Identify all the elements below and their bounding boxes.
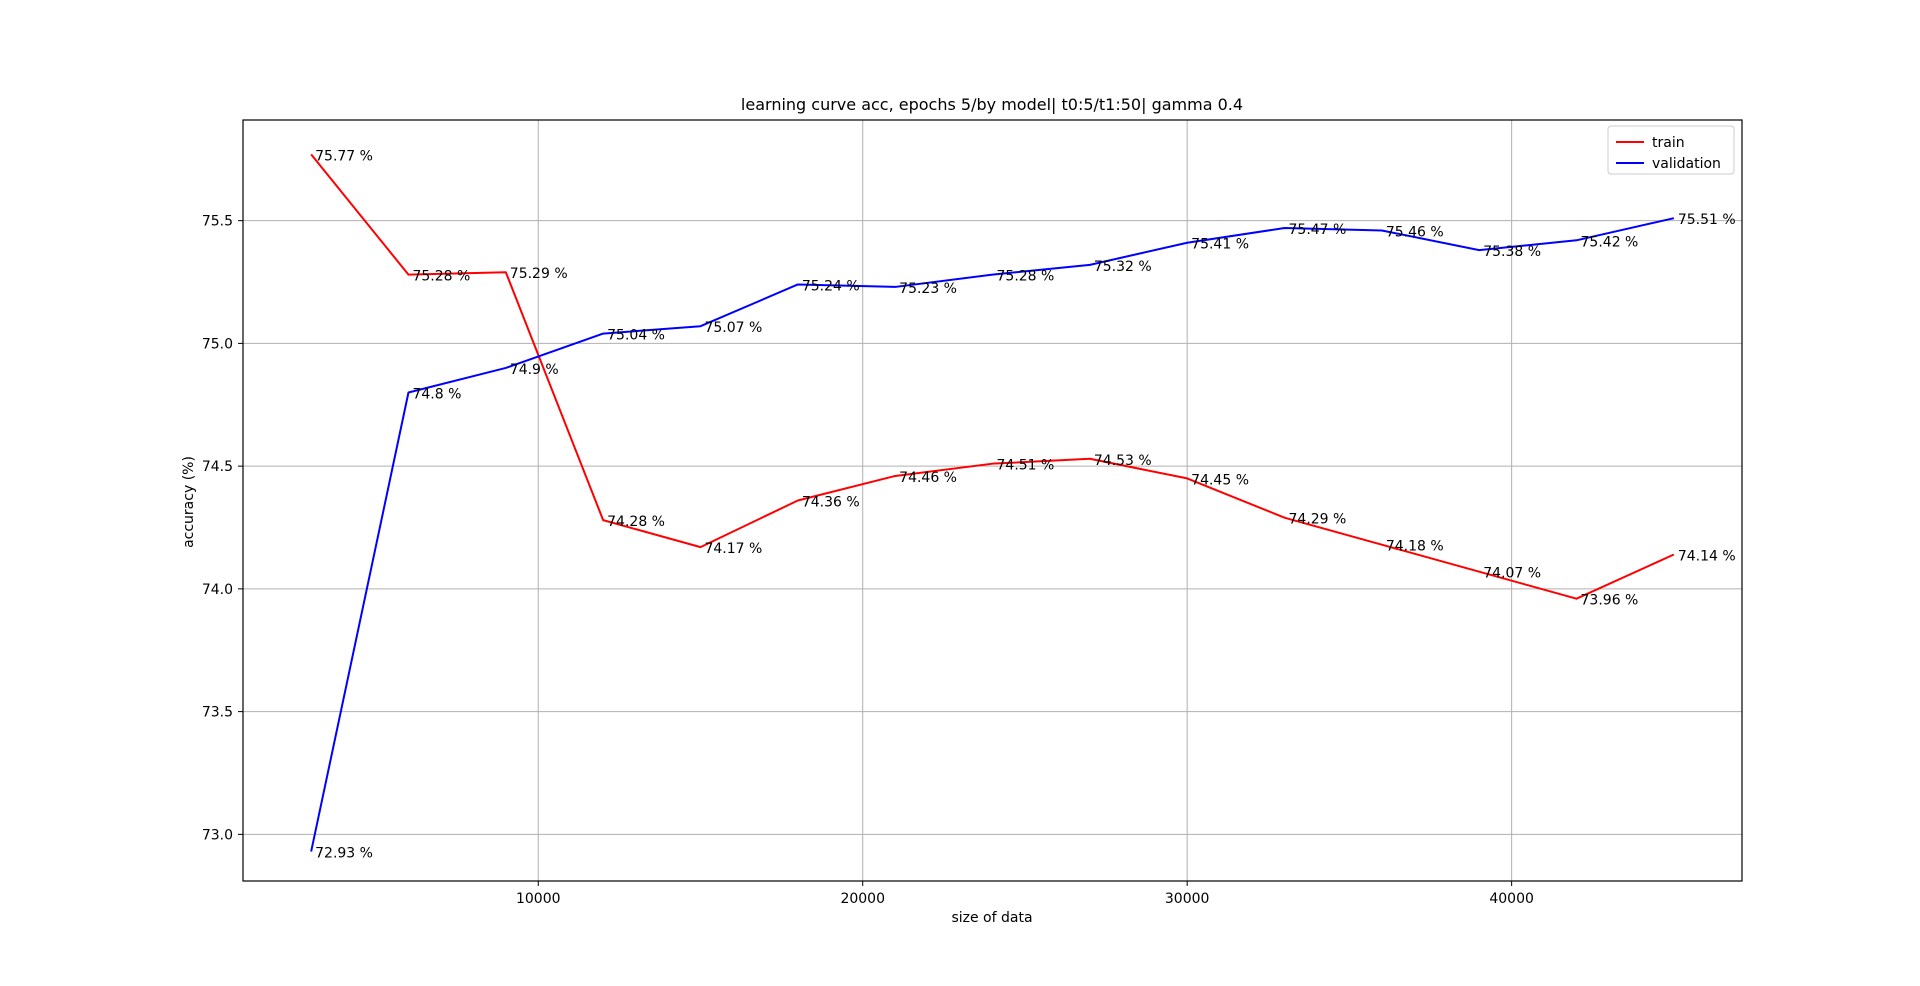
validation-data-label: 75.41 %: [1191, 237, 1249, 253]
grid-layer: [243, 120, 1742, 881]
train-data-label: 74.53 %: [1094, 453, 1152, 469]
validation-data-label: 74.8 %: [412, 386, 461, 402]
train-data-label: 74.45 %: [1191, 472, 1249, 488]
legend: train validation: [1607, 125, 1735, 175]
y-tick-label: 74.5: [202, 459, 233, 475]
x-tick-label: 30000: [1165, 891, 1210, 907]
data-labels-layer: 75.77 % 75.28 % 75.29 % 74.28 % 74.17 % 74.36…: [315, 148, 1736, 861]
train-data-label: 74.17 %: [704, 541, 762, 557]
train-data-label: 75.28 %: [412, 269, 470, 285]
train-data-label: 75.29 %: [510, 266, 568, 282]
train-data-label: 73.96 %: [1581, 593, 1639, 609]
validation-data-label: 75.46 %: [1386, 224, 1444, 240]
train-data-label: 74.14 %: [1678, 549, 1736, 565]
chart-title: learning curve acc, epochs 5/by model| t…: [741, 95, 1243, 114]
y-tick-label: 74.0: [202, 582, 233, 598]
train-data-label: 75.77 %: [315, 148, 373, 164]
y-tick-label: 75.5: [202, 214, 233, 230]
train-data-label: 74.18 %: [1386, 539, 1444, 555]
y-tick-label: 73.0: [202, 827, 233, 843]
validation-legend-label: validation: [1652, 156, 1721, 172]
y-tick-label: 75.0: [202, 336, 233, 352]
train-data-label: 74.07 %: [1483, 566, 1541, 582]
train-data-label: 74.51 %: [997, 458, 1055, 474]
validation-data-label: 75.07 %: [704, 320, 762, 336]
validation-data-label: 74.9 %: [510, 362, 559, 378]
train-data-label: 74.28 %: [607, 514, 665, 530]
y-tick-label: 73.5: [202, 705, 233, 721]
validation-data-label: 75.04 %: [607, 328, 665, 344]
x-tick-label: 40000: [1489, 891, 1534, 907]
series-layer: [310, 153, 1675, 852]
validation-data-label: 75.24 %: [802, 278, 860, 294]
validation-data-label: 75.32 %: [1094, 259, 1152, 275]
train-data-label: 74.46 %: [899, 470, 957, 486]
train-data-label: 74.36 %: [802, 495, 860, 511]
x-tick-label: 20000: [840, 891, 885, 907]
train-legend-label: train: [1652, 135, 1685, 151]
x-axis-label: size of data: [951, 910, 1032, 926]
validation-data-label: 75.42 %: [1581, 234, 1639, 250]
x-tick-label: 10000: [516, 891, 561, 907]
y-axis-label: accuracy (%): [181, 456, 197, 548]
plot-frame: [242, 119, 1743, 882]
validation-data-label: 75.51 %: [1678, 212, 1736, 228]
validation-series-line: [310, 217, 1675, 852]
validation-data-label: 75.23 %: [899, 281, 957, 297]
validation-data-label: 75.38 %: [1483, 244, 1541, 260]
train-series-line: [310, 153, 1675, 600]
validation-data-label: 75.47 %: [1289, 222, 1347, 238]
validation-data-label: 72.93 %: [315, 846, 373, 862]
ticks-layer: 10000 20000 30000 40000 73.0 73.5 74.0 74.5 75.0…: [202, 214, 1534, 907]
validation-data-label: 75.28 %: [997, 269, 1055, 285]
train-data-label: 74.29 %: [1289, 512, 1347, 528]
